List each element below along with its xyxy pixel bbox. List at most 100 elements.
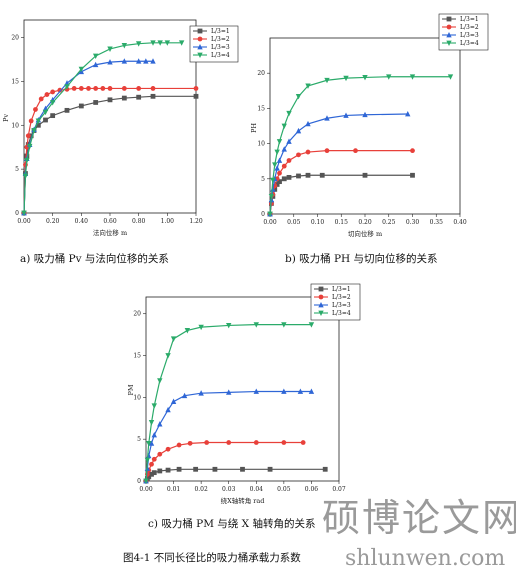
data-point [362,75,368,81]
data-point [410,172,415,178]
data-point [149,461,154,467]
legend-label: L/3=4 [332,310,351,317]
data-point [193,93,199,99]
data-point [198,390,204,396]
x-tick-label: 0.15 [335,219,349,226]
data-point [176,466,182,472]
data-point [150,86,156,91]
data-point [150,93,156,99]
legend-label: L/3=3 [460,32,479,39]
data-point [295,94,302,100]
data-point [296,173,301,179]
data-point [25,133,31,139]
legend-label: L/3=2 [460,24,479,31]
y-tick-label: 10 [257,141,265,148]
series-line [23,60,153,214]
data-point [151,432,157,438]
data-point [49,100,56,106]
data-point [409,74,416,80]
legend: L/3=1L/3=2L/3=3L/3=4 [189,25,239,63]
data-point [78,86,84,91]
data-point [144,457,151,464]
data-point [296,152,301,158]
data-point [157,378,163,384]
data-point [281,388,287,394]
data-point [324,77,330,84]
legend-label: L/3=1 [332,286,351,293]
data-point [157,451,163,457]
y-tick-label: 15 [11,78,19,85]
data-point [281,146,287,152]
data-point [21,210,27,216]
series-4 [267,74,454,217]
data-point [50,113,56,119]
data-point [100,86,106,91]
data-point [135,41,142,47]
caption-c: c) 吸力桶 PM 与绕 X 轴转角的关系 [148,517,315,530]
data-point [253,322,259,328]
data-point [297,388,304,394]
data-point [305,120,311,127]
data-point [164,40,171,46]
x-tick-label: 0.07 [332,486,346,493]
data-point [148,440,155,446]
data-point [43,117,48,123]
data-point [272,162,278,168]
series-2 [143,440,306,484]
data-point [286,138,292,144]
data-point [281,322,287,328]
y-axis-label: PH [250,123,258,133]
data-point [319,172,325,178]
x-tick-label: 0.80 [132,218,146,225]
data-point [178,40,185,46]
data-point [198,324,204,331]
data-point [193,466,199,472]
data-point [121,43,128,49]
series-line [145,468,326,482]
data-point [268,194,275,200]
data-point [324,115,330,121]
data-point [176,442,182,448]
y-tick-label: 5 [15,166,19,173]
data-point [92,61,99,68]
legend-marker [197,28,203,34]
data-point [107,86,113,91]
x-axis-label: 切向位移 m [348,229,382,238]
y-tick-label: 20 [11,35,19,42]
data-point [226,440,232,445]
series-line [269,113,408,215]
data-point [308,388,315,394]
data-point [226,323,232,329]
series-line [145,390,312,482]
legend-marker [318,286,324,292]
data-point [274,165,280,171]
watermark-text: 硕博论文网 [322,496,516,540]
data-point [181,392,188,399]
data-point [170,336,177,342]
data-point [353,148,358,154]
series-line [269,150,413,215]
data-point [204,440,210,445]
x-tick-label: 0.01 [167,486,180,493]
x-tick-label: 0.35 [430,219,444,226]
data-point [27,143,33,150]
data-point [151,403,157,409]
data-point [149,471,154,477]
data-point [253,388,259,394]
data-point [184,328,191,334]
data-point [150,58,156,64]
data-point [33,107,38,112]
data-point [165,467,171,473]
data-point [157,40,163,46]
data-point [28,133,34,139]
data-point [308,322,315,328]
legend-label: L/3=4 [211,52,230,59]
data-point [281,176,287,182]
legend: L/3=1L/3=2L/3=3L/3=4 [438,13,489,51]
figure-title: 图4-1 不同长径比的吸力桶承载力系数 [123,551,301,564]
data-point [272,186,278,192]
x-tick-label: 1.20 [189,218,203,225]
data-point [170,398,177,404]
x-tick-label: 1.00 [161,218,175,225]
data-point [322,466,328,472]
